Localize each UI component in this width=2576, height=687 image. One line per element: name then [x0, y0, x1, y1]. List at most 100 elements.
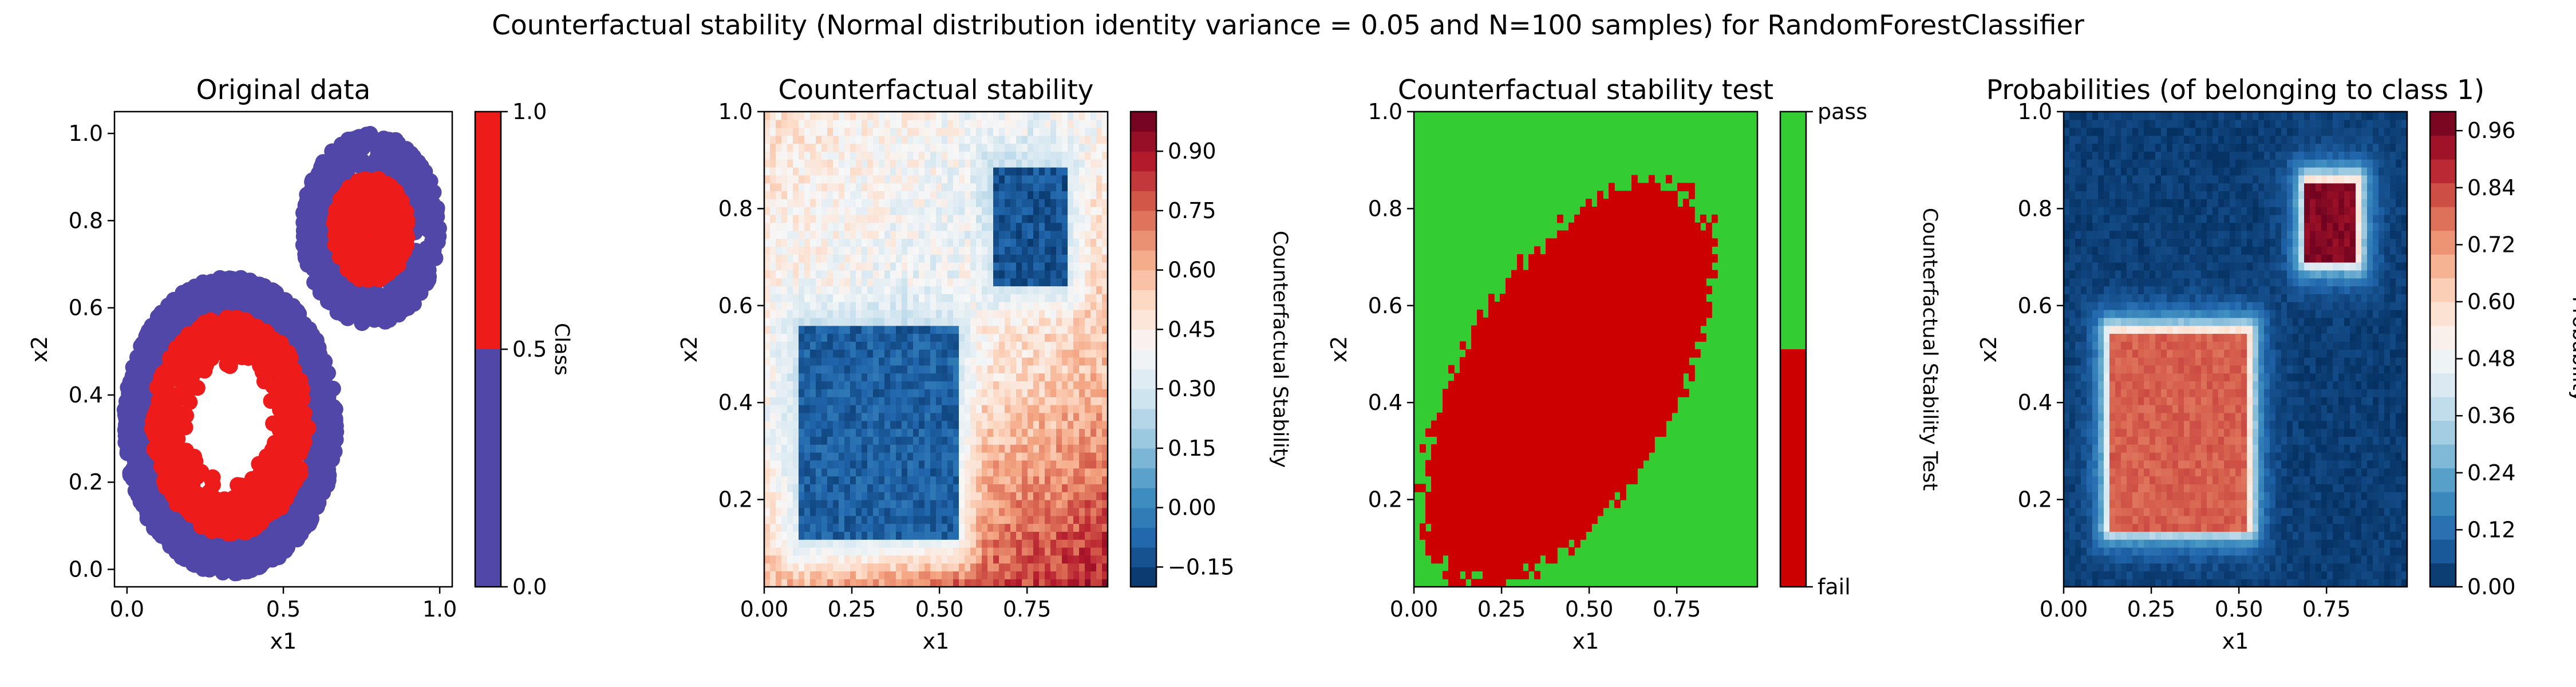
heatmap-cell [793, 444, 799, 453]
heatmap-cell [879, 539, 885, 548]
heatmap-cell [907, 365, 914, 374]
heatmap-cell [930, 452, 937, 461]
heatmap-cell [890, 207, 896, 215]
heatmap-cell [913, 246, 919, 255]
heatmap-cell [776, 499, 782, 508]
heatmap-cell [833, 420, 839, 429]
heatmap-cell [907, 230, 914, 239]
heatmap-cell [936, 143, 942, 152]
heatmap-cell [781, 199, 788, 207]
heatmap-cell [839, 143, 845, 152]
heatmap-cell [844, 143, 851, 152]
heatmap-cell [879, 230, 885, 239]
heatmap-cell [930, 373, 937, 382]
heatmap-cell [781, 365, 788, 374]
heatmap-cell [896, 135, 902, 144]
heatmap-cell [862, 507, 868, 516]
heatmap-cell [821, 325, 828, 334]
heatmap-cell [821, 515, 828, 524]
heatmap-cell [919, 246, 925, 255]
heatmap-cell [902, 555, 908, 564]
heatmap-cell [787, 286, 793, 294]
heatmap-cell [907, 143, 914, 152]
heatmap-cell [913, 238, 919, 247]
heatmap-cell [816, 254, 822, 263]
heatmap-cell [787, 254, 793, 263]
heatmap-cell [919, 452, 925, 461]
heatmap-cell [799, 444, 805, 453]
heatmap-cell [816, 476, 822, 484]
heatmap-cell [793, 175, 799, 184]
heatmap-cell [879, 214, 885, 223]
heatmap-cell [913, 214, 919, 223]
heatmap-cell [764, 199, 771, 207]
heatmap-cell [890, 302, 896, 310]
heatmap-cell [924, 476, 931, 484]
heatmap-cell [827, 373, 833, 382]
heatmap-cell [833, 262, 839, 271]
heatmap-cell [799, 452, 805, 461]
heatmap-cell [776, 412, 782, 421]
scatter-point [394, 302, 411, 318]
heatmap-cell [896, 515, 902, 524]
heatmap-cell [776, 286, 782, 294]
figure-suptitle: Counterfactual stability (Normal distrib… [492, 10, 2084, 41]
scatter-point [180, 337, 197, 353]
heatmap-cell [781, 127, 788, 136]
heatmap-cell [844, 278, 851, 287]
heatmap-cell [850, 222, 856, 231]
heatmap-cell [787, 547, 793, 556]
heatmap-cell [781, 579, 788, 587]
heatmap-cell [856, 365, 862, 374]
heatmap-cell [833, 523, 839, 532]
heatmap-cell [850, 286, 856, 294]
heatmap-cell [890, 397, 896, 405]
heatmap-cell [804, 278, 811, 287]
heatmap-cell [913, 389, 919, 397]
heatmap-cell [799, 159, 805, 168]
heatmap-cell [799, 341, 805, 350]
heatmap-cell [827, 389, 833, 397]
heatmap-cell [879, 254, 885, 263]
heatmap-cell [804, 317, 811, 326]
heatmap-cell [862, 365, 868, 374]
heatmap-cell [873, 357, 879, 366]
heatmap-cell [936, 563, 942, 572]
heatmap-cell [821, 365, 828, 374]
heatmap-cell [799, 499, 805, 508]
heatmap-cell [867, 436, 874, 445]
heatmap-cell [862, 230, 868, 239]
heatmap-cell [816, 143, 822, 152]
heatmap-cell [936, 127, 942, 136]
heatmap-cell [862, 381, 868, 389]
heatmap-cell [930, 444, 937, 453]
heatmap-cell [793, 183, 799, 192]
scatter-point [264, 473, 280, 490]
heatmap-cell [770, 254, 776, 263]
scatter-point [287, 528, 303, 545]
heatmap-cell [781, 167, 788, 176]
heatmap-cell [896, 539, 902, 548]
heatmap-cell [793, 373, 799, 382]
heatmap-cell [839, 302, 845, 310]
heatmap-cell [781, 515, 788, 524]
heatmap-cell [890, 365, 896, 374]
heatmap-cell [816, 341, 822, 350]
heatmap-cell [913, 183, 919, 192]
scatter-point [273, 364, 290, 381]
heatmap-cell [896, 143, 902, 152]
heatmap-cell [919, 333, 925, 342]
heatmap-cell [804, 286, 811, 294]
heatmap-cell [827, 507, 833, 516]
heatmap-cell [804, 373, 811, 382]
heatmap-cell [776, 428, 782, 437]
heatmap-cell [816, 230, 822, 239]
heatmap-cell [839, 547, 845, 556]
heatmap-cell [919, 444, 925, 453]
heatmap-cell [839, 357, 845, 366]
heatmap-cell [804, 270, 811, 279]
heatmap-cell [827, 175, 833, 184]
heatmap-cell [816, 175, 822, 184]
heatmap-cell [844, 381, 851, 389]
heatmap-cell [821, 571, 828, 579]
